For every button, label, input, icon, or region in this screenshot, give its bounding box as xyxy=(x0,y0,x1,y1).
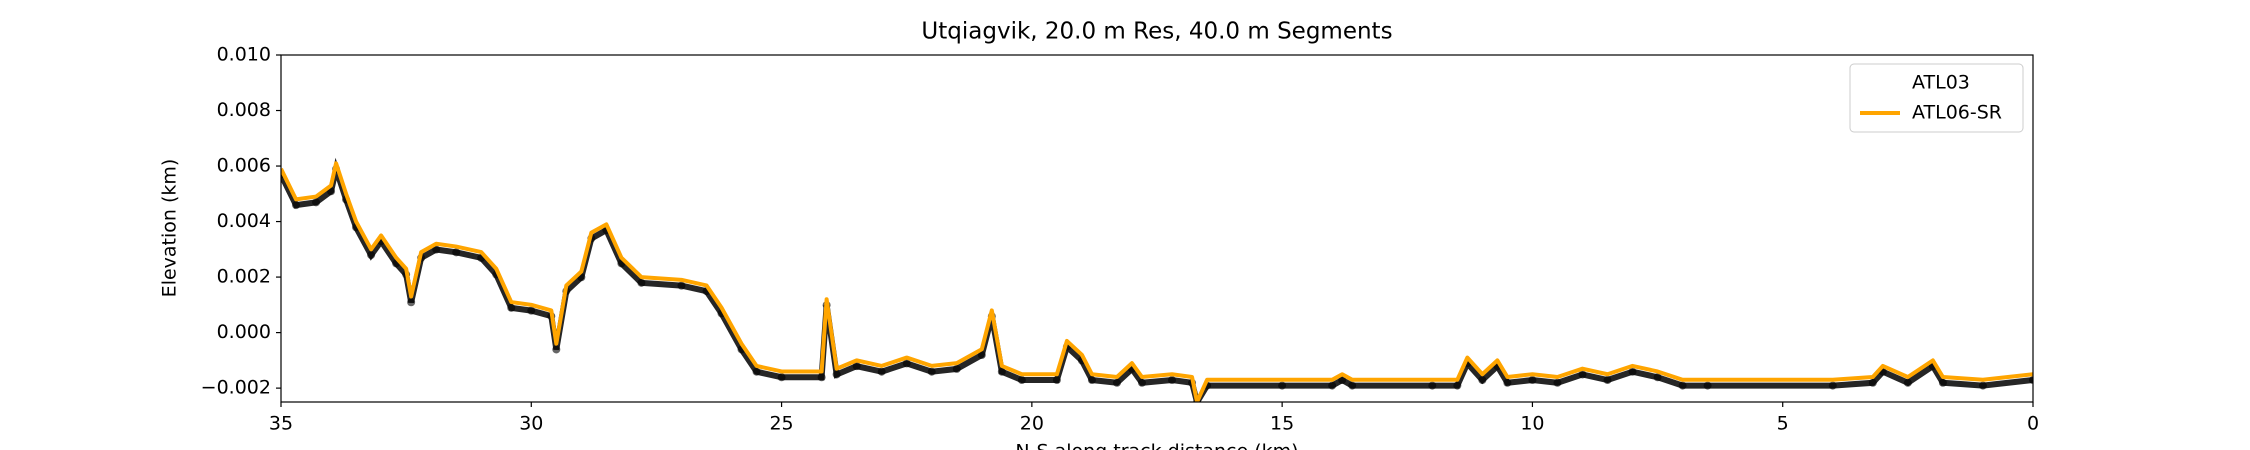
x-tick-label: 5 xyxy=(1777,413,1789,435)
axes-frame xyxy=(280,54,2034,403)
y-tick-label: 0.008 xyxy=(217,99,271,121)
x-tick-label: 30 xyxy=(519,413,543,435)
x-tick-label: 35 xyxy=(269,413,293,435)
x-tick-label: 25 xyxy=(769,413,793,435)
y-tick-label: −0.002 xyxy=(201,377,271,399)
y-tick-label: 0.006 xyxy=(217,155,271,177)
y-tick-label: 0.004 xyxy=(217,210,271,232)
y-tick-label: 0.010 xyxy=(217,44,271,66)
plot-area xyxy=(281,157,2033,402)
y-tick-label: 0.000 xyxy=(217,321,271,343)
photon-band xyxy=(281,157,2033,402)
legend-label: ATL06-SR xyxy=(1912,102,2002,124)
chart-title: Utqiagvik, 20.0 m Res, 40.0 m Segments xyxy=(921,19,1392,45)
y-axis-label: Elevation (km) xyxy=(159,159,181,298)
x-axis-label: N-S along track distance (km) xyxy=(1015,441,1298,450)
series-line xyxy=(281,161,2033,402)
legend-label: ATL03 xyxy=(1912,72,1970,94)
x-tick-label: 10 xyxy=(1520,413,1544,435)
x-tick-label: 15 xyxy=(1270,413,1294,435)
x-tick-label: 0 xyxy=(2027,413,2039,435)
x-tick-label: 20 xyxy=(1020,413,1044,435)
y-tick-label: 0.002 xyxy=(217,266,271,288)
